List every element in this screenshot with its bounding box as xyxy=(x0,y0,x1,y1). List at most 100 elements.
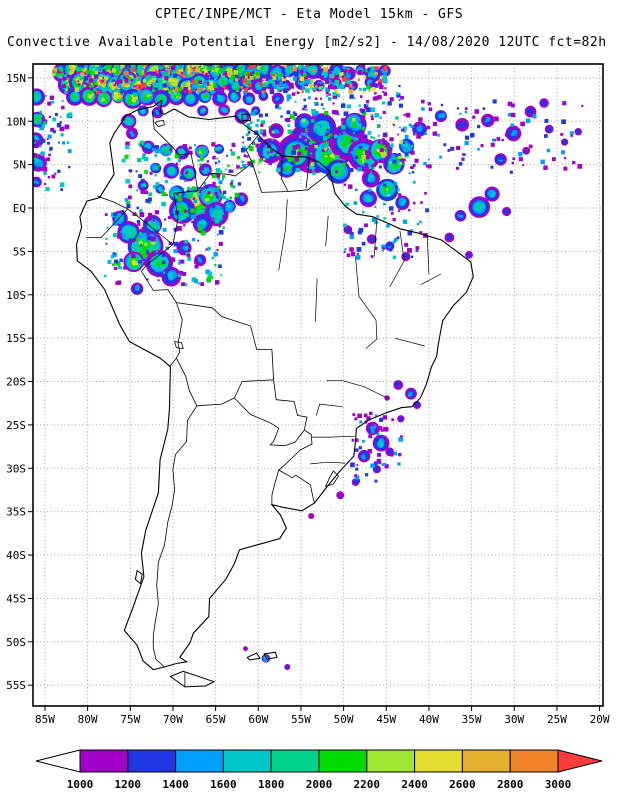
cape-speckle xyxy=(324,147,328,151)
cape-speckle xyxy=(327,71,332,76)
cape-speckle xyxy=(436,133,440,137)
cape-speckle xyxy=(247,137,251,141)
cape-speckle xyxy=(276,133,279,136)
cape-blob xyxy=(131,133,135,137)
cape-speckle xyxy=(561,119,566,125)
cape-blob xyxy=(126,122,129,125)
cape-blob xyxy=(88,95,92,99)
cape-speckle xyxy=(484,122,488,126)
cape-speckle xyxy=(214,67,220,73)
cape-speckle xyxy=(386,224,390,228)
cape-speckle xyxy=(289,78,292,81)
cape-speckle xyxy=(348,73,351,76)
state-border xyxy=(325,215,329,247)
cape-speckle xyxy=(341,138,344,141)
cape-speckle xyxy=(50,127,55,132)
cape-speckle xyxy=(127,77,131,81)
cape-speckle xyxy=(420,123,423,126)
cape-speckle xyxy=(252,70,255,74)
cape-speckle xyxy=(121,158,126,163)
cape-speckle xyxy=(364,413,368,418)
cape-speckle xyxy=(327,97,332,101)
cape-blob xyxy=(334,166,339,171)
cape-speckle xyxy=(124,198,129,202)
cape-speckle xyxy=(490,165,494,169)
cape-speckle xyxy=(240,148,246,153)
cape-blob xyxy=(401,200,404,204)
cape-speckle xyxy=(162,260,166,265)
state-border xyxy=(373,218,378,257)
cape-blob xyxy=(199,151,203,155)
cape-speckle xyxy=(128,89,133,94)
cape-speckle xyxy=(316,125,321,130)
cape-speckle xyxy=(155,148,160,154)
country-border xyxy=(234,397,279,429)
cape-speckle xyxy=(164,180,169,184)
cape-speckle xyxy=(366,107,371,113)
cape-blob xyxy=(66,83,70,87)
cape-speckle xyxy=(271,138,274,141)
cape-speckle xyxy=(186,253,191,258)
cape-speckle xyxy=(525,118,531,124)
country-border xyxy=(96,195,128,210)
cape-speckle xyxy=(241,75,245,79)
cape-speckle xyxy=(216,185,221,190)
country-border xyxy=(197,162,253,191)
cape-blob xyxy=(187,95,191,99)
cape-blob xyxy=(174,80,177,84)
cape-speckle xyxy=(258,171,261,174)
cape-speckle xyxy=(230,149,233,152)
cape-speckle xyxy=(113,212,117,216)
cape-blob xyxy=(178,96,182,99)
state-border xyxy=(421,273,442,285)
cape-blob xyxy=(102,92,108,98)
cape-speckle xyxy=(117,232,122,237)
cape-speckle xyxy=(127,67,130,70)
cape-speckle xyxy=(67,149,72,153)
cape-speckle xyxy=(309,141,313,145)
cape-speckle xyxy=(276,66,279,70)
cape-blob xyxy=(35,180,38,184)
cape-speckle xyxy=(141,226,145,231)
lat-tick-label: 55S xyxy=(6,679,26,692)
cape-speckle xyxy=(327,133,333,139)
cape-speckle xyxy=(195,67,200,73)
cape-speckle xyxy=(384,87,387,90)
cape-speckle xyxy=(423,125,427,129)
country-border xyxy=(85,208,128,238)
cape-speckle xyxy=(410,166,414,169)
cape-speckle xyxy=(123,266,127,270)
cape-speckle xyxy=(323,157,328,162)
cape-speckle xyxy=(343,66,347,70)
cape-blob xyxy=(325,72,328,75)
country-border xyxy=(234,379,274,399)
cape-speckle xyxy=(153,87,158,92)
cape-speckle xyxy=(230,169,234,173)
cape-speckle xyxy=(505,133,509,137)
cape-speckle xyxy=(391,143,394,146)
cape-speckle xyxy=(230,151,236,156)
cape-speckle xyxy=(363,171,367,175)
cape-speckle xyxy=(367,449,373,454)
cape-speckle xyxy=(218,264,222,269)
geography-layer xyxy=(75,99,474,688)
cape-speckle xyxy=(529,105,533,110)
cape-blob xyxy=(367,80,371,84)
cape-blob xyxy=(272,82,275,85)
cape-speckle xyxy=(370,171,373,174)
cape-speckle xyxy=(348,184,353,189)
cape-blob xyxy=(220,78,224,82)
cape-speckle xyxy=(301,70,307,75)
cape-speckle xyxy=(191,71,195,75)
cape-blob xyxy=(134,96,139,101)
cape-speckle xyxy=(433,122,438,127)
cape-speckle xyxy=(255,74,259,78)
cape-speckle xyxy=(382,140,387,145)
cape-speckle xyxy=(316,75,320,79)
cape-speckle xyxy=(315,85,318,88)
cape-speckle xyxy=(344,81,347,84)
cape-blob xyxy=(118,216,123,220)
cape-speckle xyxy=(155,250,158,253)
cape-speckle xyxy=(369,432,372,434)
